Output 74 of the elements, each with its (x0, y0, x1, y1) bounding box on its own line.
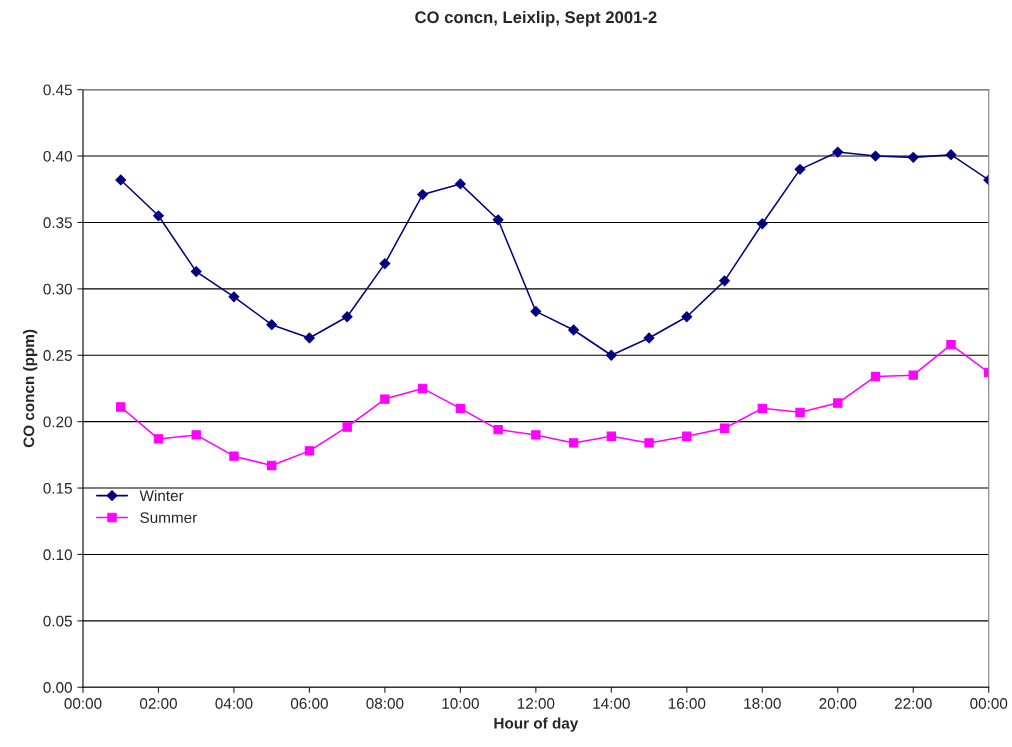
point (493, 424, 503, 435)
point (643, 332, 655, 344)
point (908, 370, 918, 380)
point (303, 332, 315, 344)
point (228, 291, 240, 303)
legend-label: Summer (140, 512, 197, 523)
point (719, 423, 730, 433)
point (606, 431, 617, 441)
x-tick-label: 20:00 (819, 698, 857, 709)
x-axis-title: Hour of day (494, 717, 579, 732)
point (379, 258, 391, 270)
y-tick-label: 0.40 (43, 150, 72, 162)
y-tick-label: 0.25 (43, 350, 72, 361)
point (568, 438, 579, 448)
point (945, 149, 957, 161)
x-tick-label: 00:00 (970, 698, 1008, 709)
y-tick-label: 0.15 (43, 482, 72, 494)
point (304, 446, 315, 456)
point (605, 349, 617, 361)
x-tick-label: 04:00 (215, 698, 253, 709)
point (417, 189, 429, 200)
x-tick-label: 06:00 (290, 698, 328, 709)
x-tick-label: 12:00 (517, 698, 555, 709)
point (153, 210, 164, 222)
y-tick-label: 0.35 (43, 217, 72, 229)
point (190, 266, 202, 278)
point (417, 383, 428, 394)
y-tick-label: 0.30 (43, 283, 72, 295)
point (946, 339, 956, 350)
x-tick-label: 10:00 (442, 698, 479, 709)
point (153, 434, 164, 444)
y-tick-label: 0.45 (43, 84, 72, 96)
y-tick-label: 0.05 (43, 615, 72, 627)
point (341, 311, 353, 323)
point (568, 324, 580, 336)
point (115, 174, 127, 186)
point (756, 218, 768, 230)
point (229, 451, 239, 461)
legend-label: Winter (139, 489, 184, 502)
point (266, 460, 277, 471)
point (681, 311, 693, 323)
x-tick-label: 22:00 (894, 698, 932, 709)
x-tick-label: 08:00 (366, 698, 404, 709)
point (794, 163, 806, 175)
x-tick-label: 18:00 (744, 698, 781, 709)
point (682, 431, 692, 441)
point (116, 402, 126, 412)
point (644, 438, 654, 448)
y-tick-label: 0.10 (43, 549, 72, 561)
point (870, 150, 881, 162)
point (795, 407, 805, 418)
point (266, 319, 278, 331)
point (492, 214, 504, 226)
point (832, 146, 844, 158)
y-axis-title: CO concn (ppm) (23, 329, 38, 448)
point (757, 403, 767, 414)
point (531, 430, 541, 440)
point (870, 371, 881, 382)
point (342, 422, 352, 432)
x-tick-label: 16:00 (668, 698, 706, 709)
point (454, 178, 466, 190)
point (719, 275, 730, 287)
x-tick-label: 00:00 (64, 698, 102, 709)
point (907, 151, 919, 163)
point (380, 394, 390, 404)
x-tick-label: 14:00 (593, 698, 630, 709)
point (455, 403, 466, 414)
chart-title: CO concn, Leixlip, Sept 2001-2 (415, 10, 657, 27)
x-tick-label: 02:00 (139, 698, 177, 709)
y-tick-label: 0.00 (43, 682, 72, 693)
point (191, 430, 201, 440)
point (530, 305, 542, 317)
point (833, 398, 843, 408)
y-tick-label: 0.20 (43, 416, 72, 428)
